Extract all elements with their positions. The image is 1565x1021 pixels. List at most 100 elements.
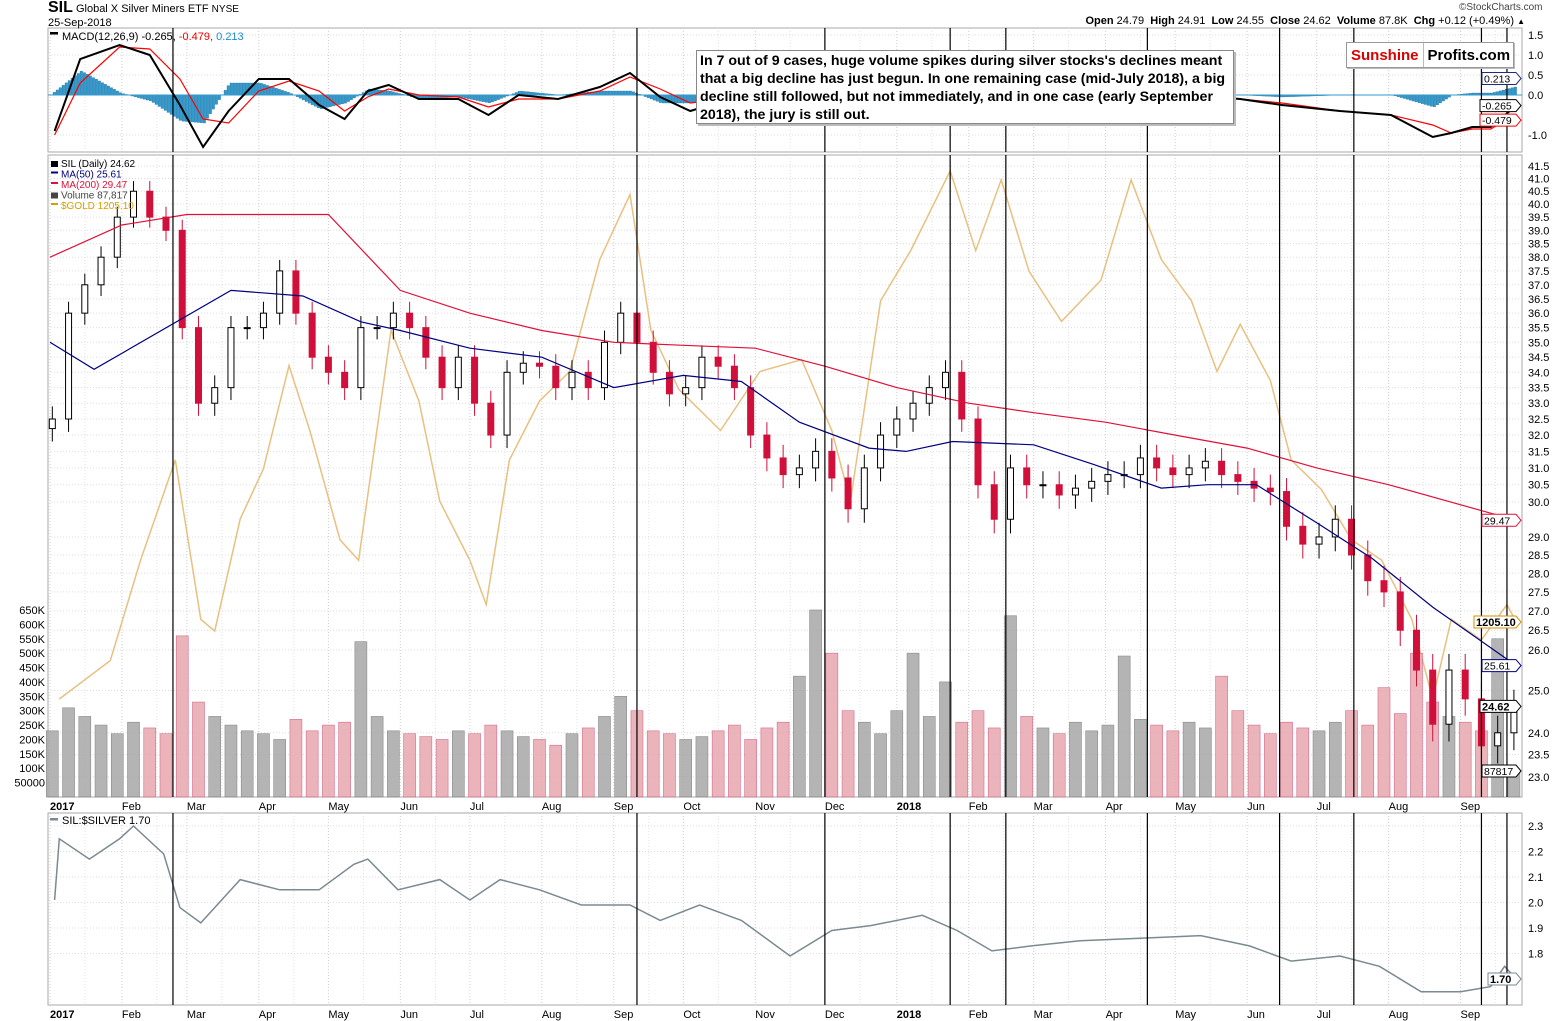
volume-bar (289, 719, 303, 798)
macd-histogram-bar (322, 94, 326, 109)
volume-bar (858, 721, 871, 798)
price-tick-label: 41.0 (1528, 174, 1549, 186)
volume-bar (338, 721, 351, 798)
price-tick-label: 39.5 (1528, 212, 1549, 224)
macd-tick-label: -1.0 (1528, 130, 1547, 142)
macd-histogram-bar (280, 90, 284, 96)
macd-histogram-bar (235, 82, 239, 96)
high-label: High (1150, 15, 1175, 27)
volume-bar (143, 727, 157, 798)
candle-body (1331, 518, 1339, 538)
macd-histogram-bar (1495, 91, 1499, 96)
macd-legend-label: MACD(12,26,9) (62, 31, 138, 43)
macd-histogram-bar (616, 90, 620, 96)
candle-body (65, 312, 73, 420)
x-tick-label: Apr (1106, 1009, 1123, 1021)
volume-bar (159, 733, 173, 798)
price-tick-label: 28.0 (1528, 568, 1549, 580)
volume-bar (614, 696, 628, 798)
candle-body (113, 216, 121, 258)
macd-histogram-bar (331, 94, 335, 107)
volume-bar (78, 716, 92, 798)
ratio-line (53, 824, 1517, 993)
volume-bar (906, 652, 920, 798)
candle-body (48, 418, 56, 430)
candle-body (1136, 457, 1144, 476)
macd-histogram-bar (490, 94, 494, 103)
exchange: NYSE (211, 4, 239, 15)
x-tick-label: Aug (542, 801, 562, 813)
macd-histogram-bar (97, 80, 101, 96)
macd-histogram-bar (283, 91, 287, 96)
candle-body (779, 457, 787, 476)
volume-bar (1393, 713, 1407, 798)
volume-bar (110, 733, 124, 798)
volume-bar (257, 733, 270, 798)
macd-histogram-bar (1444, 94, 1448, 100)
candle-body (1218, 460, 1226, 476)
candle-body (1234, 474, 1242, 482)
security-name: Global X Silver Miners ETF (75, 3, 209, 15)
price-tick-label: 35.0 (1528, 337, 1549, 349)
x-tick-label: 2018 (897, 1009, 921, 1021)
candle-body (178, 229, 186, 329)
x-tick-label: May (1175, 1009, 1196, 1021)
volume-bar (1377, 687, 1391, 798)
close-label: Close (1270, 15, 1301, 27)
histogram-value: 0.213 (216, 31, 244, 43)
x-tick-label: May (1175, 801, 1196, 813)
candle-body (162, 216, 170, 231)
volume-bar (695, 736, 709, 798)
ratio-tag: 1.70 (1490, 974, 1511, 986)
macd-histogram-bar (301, 94, 305, 101)
volume-tick-label: 150K (19, 749, 45, 761)
macd-histogram-bar (1435, 94, 1439, 106)
price-legend-item: $GOLD 1205.10 (61, 201, 134, 212)
volume-bar (403, 733, 416, 798)
macd-histogram-bar (610, 90, 614, 96)
volume-bar (46, 730, 59, 798)
ratio-tick-label: 2.2 (1528, 847, 1543, 859)
x-tick-label: Mar (1034, 801, 1053, 813)
macd-histogram-bar (238, 82, 242, 96)
candle-body (81, 284, 89, 314)
candle-body (682, 387, 690, 395)
macd-tick-label: 1.5 (1528, 30, 1543, 42)
price-tick-label: 41.5 (1528, 161, 1549, 173)
event-lines (172, 28, 1508, 1005)
open-label: Open (1085, 15, 1114, 27)
volume-bar (1085, 730, 1098, 798)
volume-bar (419, 736, 433, 798)
macd-histogram-bar (145, 94, 149, 101)
macd-histogram-tag-frame (1481, 71, 1522, 85)
close-tag: 24.62 (1482, 701, 1510, 713)
volume-bar (890, 710, 904, 798)
volume-bar (387, 730, 400, 798)
macd-histogram-bar (1414, 94, 1418, 103)
volume-bar (224, 724, 238, 798)
candle-body (909, 402, 917, 420)
candle-body (1088, 480, 1096, 489)
logo-part2: Profits.com (1427, 46, 1511, 64)
volume-bar (1036, 727, 1050, 798)
macd-histogram-bar (154, 94, 158, 105)
candle-body (1494, 732, 1502, 747)
x-tick-label: Feb (122, 801, 141, 813)
volume-bar (1312, 730, 1326, 798)
candle-body (795, 467, 803, 476)
volume-bar (370, 716, 384, 798)
price-tick-label: 32.5 (1528, 414, 1549, 426)
volume-bar (1231, 710, 1245, 798)
macd-histogram-bar (346, 94, 350, 102)
volume-bar (1150, 724, 1163, 798)
candle-body (649, 341, 657, 373)
macd-histogram-bar (1423, 94, 1427, 105)
price-tick-label: 24.0 (1528, 728, 1549, 740)
macd-histogram-bar (622, 90, 626, 96)
macd-histogram-bar (160, 94, 164, 109)
candle-body (1201, 460, 1209, 469)
x-tick-label: Jul (1317, 801, 1331, 813)
price-tick-label: 26.0 (1528, 645, 1549, 657)
macd-histogram-bar (259, 83, 263, 96)
macd-histogram-bar (1441, 94, 1445, 102)
